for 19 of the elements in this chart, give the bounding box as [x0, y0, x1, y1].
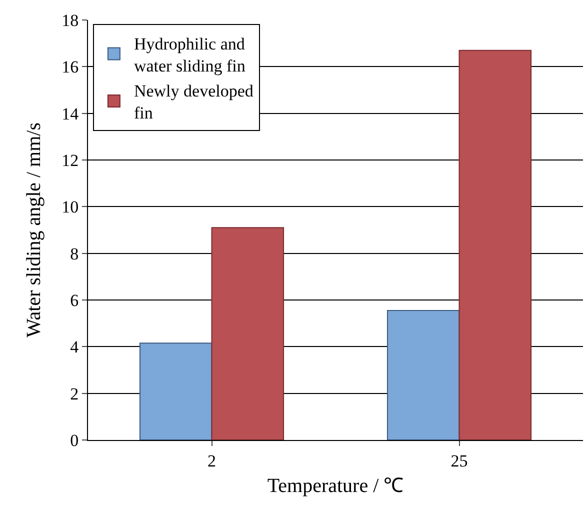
- bar: [211, 227, 284, 440]
- bar: [139, 342, 212, 440]
- bar: [458, 50, 532, 440]
- bar: [386, 310, 460, 440]
- y-tick-label: 8: [70, 244, 79, 264]
- y-tick-label: 12: [62, 150, 79, 170]
- y-tick-label: 4: [70, 338, 80, 357]
- x-axis-title: Temperature / ℃: [267, 474, 404, 497]
- y-axis-title: Water sliding angle / mm/s: [23, 122, 46, 338]
- x-tick-label: 25: [450, 451, 468, 470]
- legend-label: Newly developed fin: [134, 82, 254, 123]
- y-tick-label: 0: [70, 430, 79, 450]
- y-tick-label: 6: [70, 290, 79, 310]
- y-tick-label: 10: [62, 198, 79, 217]
- y-tick-label: 18: [62, 10, 79, 30]
- y-tick-label: 16: [62, 58, 79, 77]
- y-tick-label: 2: [70, 384, 79, 404]
- legend-label: Hydrophilic and water sliding fin: [134, 34, 246, 76]
- y-tick-label: 14: [62, 104, 80, 124]
